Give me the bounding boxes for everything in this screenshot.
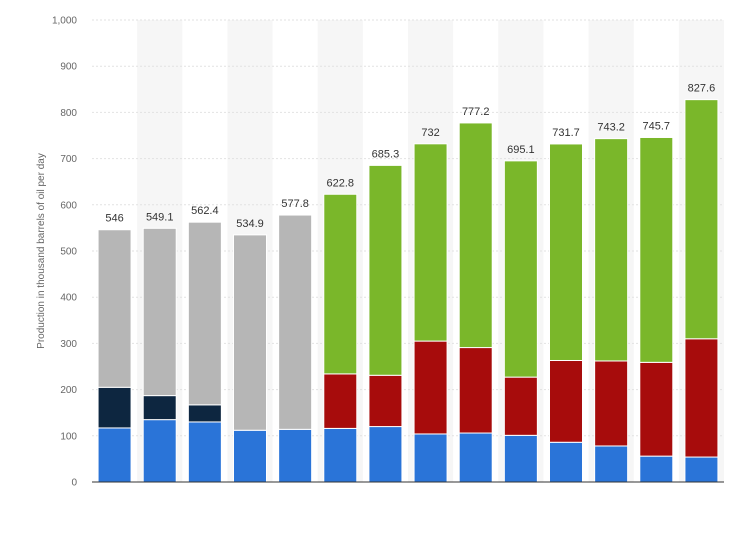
bar-segment[interactable] <box>278 428 313 483</box>
bar-segment[interactable] <box>458 432 493 483</box>
bar-segment[interactable] <box>503 376 538 436</box>
bar-segment[interactable] <box>368 426 403 483</box>
bar-total-label: 562.4 <box>191 205 219 217</box>
bar-segment[interactable] <box>549 441 583 483</box>
bar-segment[interactable] <box>323 193 358 375</box>
bar-segment[interactable] <box>684 456 719 483</box>
bar-segment[interactable] <box>142 419 177 483</box>
bar-segment[interactable] <box>97 386 132 429</box>
bar-total-label: 745.7 <box>643 120 671 132</box>
bar-segment[interactable] <box>323 373 358 429</box>
bar-segment[interactable] <box>233 429 267 483</box>
bar-total-label: 622.8 <box>327 177 355 189</box>
bar-segment[interactable] <box>594 360 629 447</box>
bar-segment[interactable] <box>503 160 538 378</box>
bar-total-label: 732 <box>421 127 439 139</box>
y-tick-label: 500 <box>60 247 77 258</box>
bar-segment[interactable] <box>549 143 583 361</box>
bar-segment[interactable] <box>639 361 674 457</box>
bar-total-label: 546 <box>105 213 123 225</box>
y-tick-label: 1,000 <box>52 16 77 27</box>
bar-segment[interactable] <box>368 164 403 376</box>
bar-segment[interactable] <box>233 234 267 431</box>
bar-total-label: 685.3 <box>372 148 400 160</box>
bar-segment[interactable] <box>684 99 719 340</box>
bar-segment[interactable] <box>187 421 222 483</box>
bar-segment[interactable] <box>368 374 403 428</box>
bar-segment[interactable] <box>97 427 132 483</box>
bar-segment[interactable] <box>503 434 538 483</box>
y-tick-label: 300 <box>60 339 77 350</box>
bar-total-label: 827.6 <box>688 83 716 95</box>
y-tick-label: 200 <box>60 385 77 396</box>
bar-segment[interactable] <box>142 227 177 397</box>
bar-segment[interactable] <box>458 122 493 349</box>
y-tick-label: 600 <box>60 200 77 211</box>
bar-total-label: 549.1 <box>146 211 174 223</box>
y-tick-label: 400 <box>60 293 77 304</box>
bar-total-label: 577.8 <box>281 198 309 210</box>
y-tick-label: 700 <box>60 154 77 165</box>
bar-segment[interactable] <box>413 143 448 342</box>
bar-segment[interactable] <box>187 221 222 406</box>
total-labels: 546 549.1 562.4 534.9 577.8 622.8 685.3 732 777.… <box>105 83 715 230</box>
bar-total-label: 695.1 <box>507 144 535 156</box>
bar-segment[interactable] <box>594 445 629 483</box>
bar-segment[interactable] <box>549 359 583 443</box>
y-tick-label: 800 <box>60 108 77 119</box>
bar-total-label: 743.2 <box>597 122 625 134</box>
y-tick-label: 100 <box>60 431 77 442</box>
bar-segment[interactable] <box>97 229 132 388</box>
bar-total-label: 777.2 <box>462 106 490 118</box>
bar-segment[interactable] <box>142 395 177 421</box>
bar-segment[interactable] <box>639 136 674 363</box>
bar-segment[interactable] <box>594 138 629 362</box>
bars <box>97 99 719 483</box>
bar-segment[interactable] <box>323 427 358 483</box>
bar-segment[interactable] <box>187 404 222 423</box>
bar-segment[interactable] <box>639 455 674 483</box>
bar-segment[interactable] <box>278 214 313 430</box>
bar-total-label: 731.7 <box>552 127 580 139</box>
y-tick-label: 0 <box>71 478 77 489</box>
bar-segment[interactable] <box>684 338 719 458</box>
bar-segment[interactable] <box>413 433 448 483</box>
bar-segment[interactable] <box>458 347 493 434</box>
y-tick-label: 900 <box>60 62 77 73</box>
y-axis-title: Production in thousand barrels of oil pe… <box>36 153 47 349</box>
y-axis: 0 100 200 300 400 500 600 700 800 900 1,000 <box>52 16 77 489</box>
bar-total-label: 534.9 <box>236 218 264 230</box>
bar-segment[interactable] <box>413 340 448 435</box>
